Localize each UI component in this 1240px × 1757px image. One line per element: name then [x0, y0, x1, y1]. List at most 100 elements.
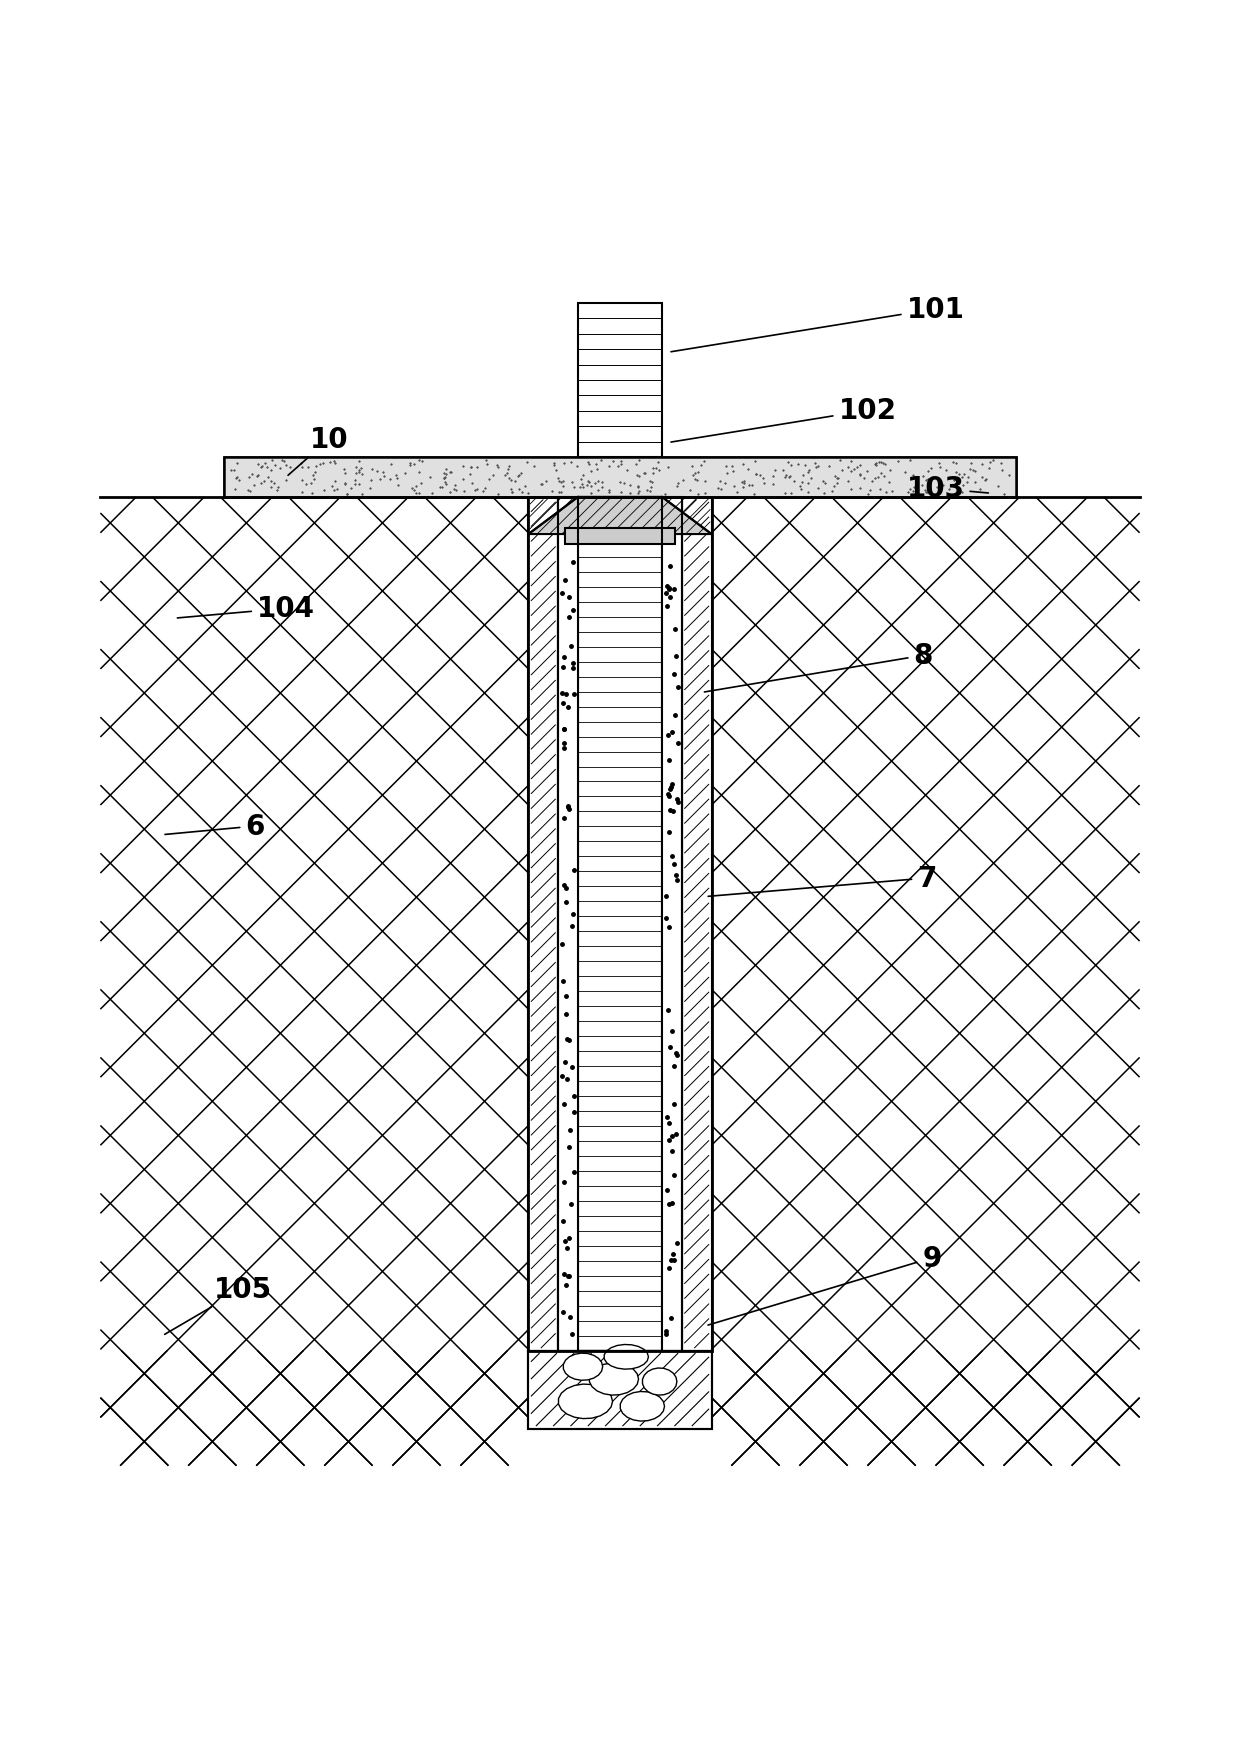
Point — [553, 467, 573, 495]
Point — [315, 476, 335, 504]
Point — [658, 453, 678, 481]
Point — [348, 471, 368, 499]
Bar — [578, 497, 662, 1351]
Point — [228, 466, 248, 494]
Point — [957, 469, 977, 497]
Point — [857, 459, 877, 487]
Point — [916, 480, 936, 508]
Point — [588, 455, 608, 483]
Point — [688, 481, 708, 510]
Point — [965, 457, 985, 485]
Point — [717, 460, 737, 488]
Point — [324, 478, 343, 506]
Point — [517, 448, 537, 476]
Point — [629, 464, 649, 492]
Point — [388, 471, 408, 499]
Point — [972, 452, 992, 480]
Point — [763, 462, 782, 490]
Point — [975, 467, 994, 495]
Point — [310, 450, 330, 478]
Point — [972, 452, 992, 480]
Point — [352, 460, 372, 488]
Text: 8: 8 — [704, 641, 932, 692]
Point — [588, 476, 608, 504]
Point — [409, 446, 429, 474]
Point — [248, 462, 268, 490]
Point — [696, 480, 715, 508]
Point — [603, 448, 622, 476]
Point — [838, 453, 858, 481]
Point — [346, 459, 366, 487]
Point — [870, 459, 890, 487]
Point — [957, 469, 977, 497]
Point — [963, 457, 983, 485]
Point — [335, 471, 355, 499]
Point — [930, 453, 950, 481]
Point — [914, 462, 934, 490]
Point — [640, 478, 660, 506]
Point — [270, 455, 290, 483]
Point — [711, 467, 730, 495]
Point — [965, 469, 985, 497]
Point — [301, 469, 321, 497]
Point — [466, 476, 486, 504]
Point — [866, 450, 885, 478]
Point — [239, 478, 259, 506]
Point — [293, 453, 312, 481]
Point — [361, 467, 381, 495]
Point — [637, 476, 657, 504]
Point — [511, 460, 531, 488]
Point — [254, 467, 274, 495]
Point — [250, 469, 270, 497]
Point — [260, 474, 280, 503]
Point — [868, 464, 888, 492]
Point — [903, 478, 923, 506]
Point — [399, 450, 419, 478]
Point — [404, 452, 424, 480]
Point — [593, 469, 613, 497]
Point — [585, 471, 605, 499]
Point — [262, 457, 281, 485]
Point — [337, 481, 357, 510]
Point — [742, 471, 761, 499]
Point — [630, 478, 650, 506]
Point — [838, 453, 858, 481]
Point — [988, 473, 1008, 501]
Point — [435, 464, 455, 492]
Point — [960, 455, 980, 483]
Point — [851, 474, 870, 503]
Point — [872, 448, 892, 476]
Point — [627, 474, 647, 503]
Point — [827, 466, 847, 494]
Point — [335, 459, 355, 487]
Point — [904, 462, 924, 490]
Polygon shape — [558, 1385, 613, 1420]
Point — [673, 467, 693, 495]
Point — [794, 462, 813, 490]
Point — [954, 471, 973, 499]
Point — [611, 450, 631, 478]
Point — [373, 459, 393, 487]
Point — [496, 462, 516, 490]
Point — [807, 474, 827, 503]
Point — [608, 453, 627, 481]
Point — [500, 453, 520, 481]
Point — [305, 459, 325, 487]
Point — [637, 476, 657, 504]
Point — [813, 467, 833, 495]
Point — [895, 459, 915, 487]
Point — [262, 446, 281, 474]
Point — [444, 476, 464, 504]
Point — [806, 453, 826, 481]
Point — [950, 460, 970, 488]
Point — [544, 450, 564, 478]
Point — [929, 473, 949, 501]
Point — [940, 476, 960, 504]
Point — [351, 455, 371, 483]
Point — [346, 453, 366, 481]
Point — [708, 474, 728, 503]
Point — [403, 476, 423, 504]
Point — [842, 476, 862, 504]
Point — [405, 480, 425, 508]
Point — [444, 476, 464, 504]
